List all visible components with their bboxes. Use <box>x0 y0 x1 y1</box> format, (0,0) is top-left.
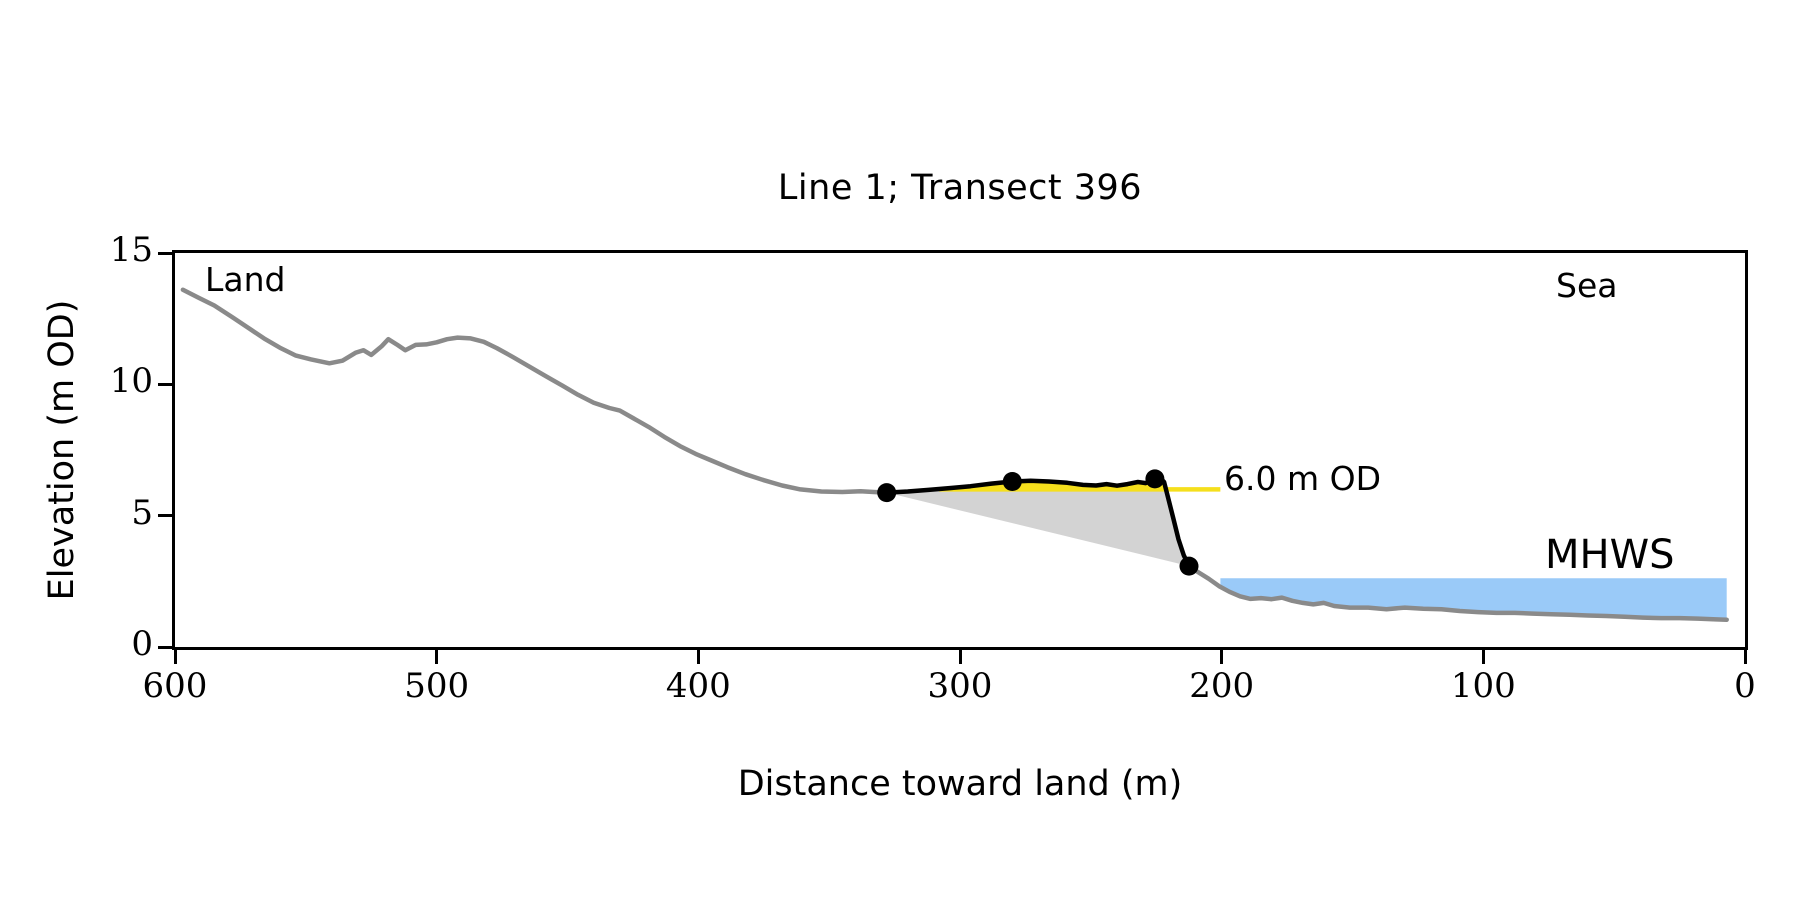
x-tick-mark <box>696 650 700 664</box>
x-axis-label: Distance toward land (m) <box>737 764 1183 804</box>
x-tick-mark <box>1481 650 1485 664</box>
x-tick-label: 400 <box>665 666 731 706</box>
y-tick-mark <box>158 251 172 255</box>
dune-marker <box>1179 556 1199 576</box>
dune-marker <box>877 483 897 503</box>
x-tick-mark <box>173 650 177 664</box>
x-tick-mark <box>435 650 439 664</box>
x-tick-mark <box>1743 650 1747 664</box>
x-tick-mark <box>1220 650 1224 664</box>
x-tick-label: 0 <box>1734 666 1756 706</box>
chart-title: Line 1; Transect 396 <box>777 168 1143 208</box>
mhws-annotation: MHWS <box>1545 532 1675 578</box>
y-tick-label: 0 <box>131 624 153 664</box>
x-tick-label: 200 <box>1189 666 1255 706</box>
dune-marker <box>1145 469 1165 489</box>
land-annotation: Land <box>205 260 286 299</box>
x-tick-label: 300 <box>927 666 993 706</box>
dune-marker <box>1002 472 1022 491</box>
x-tick-label: 500 <box>404 666 470 706</box>
reference-level-annotation: 6.0 m OD <box>1224 459 1381 498</box>
y-tick-label: 15 <box>109 230 153 270</box>
chart-canvas <box>180 287 1729 622</box>
plot-area <box>172 250 1748 650</box>
profile-land <box>180 287 889 495</box>
mhws-band <box>1220 578 1727 620</box>
dune-wedge-fill <box>886 477 1189 567</box>
y-tick-mark <box>158 382 172 386</box>
x-tick-label: 100 <box>1450 666 1516 706</box>
sea-annotation: Sea <box>1556 266 1618 305</box>
y-tick-label: 10 <box>109 361 153 402</box>
x-tick-mark <box>958 650 962 664</box>
y-tick-label: 5 <box>131 492 153 533</box>
profile-dune-highlight <box>884 475 1192 569</box>
profile-sea <box>1186 563 1729 622</box>
y-axis-label: Elevation (m OD) <box>42 299 82 601</box>
x-tick-label: 600 <box>142 666 208 706</box>
y-tick-mark <box>158 645 172 649</box>
y-tick-mark <box>158 514 172 518</box>
